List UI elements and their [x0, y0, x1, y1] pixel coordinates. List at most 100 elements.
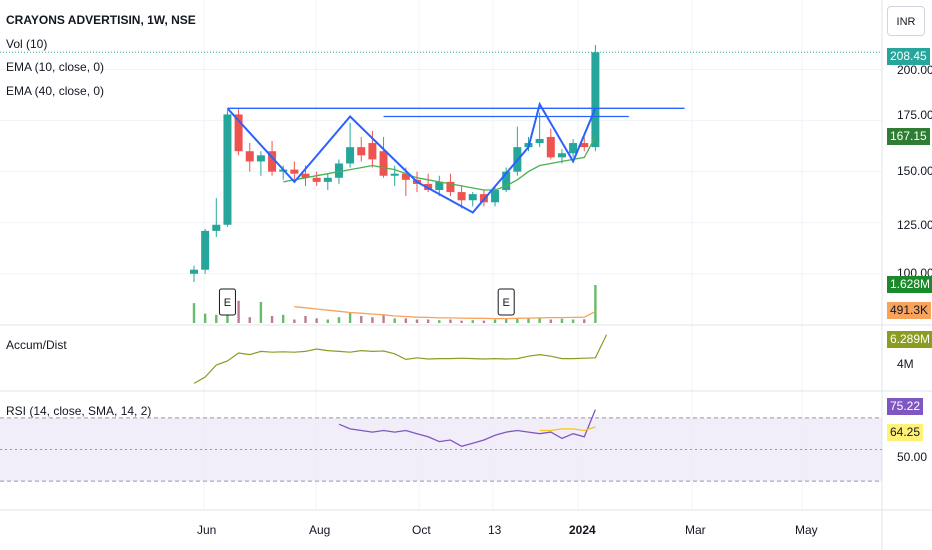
volume-bar	[482, 320, 486, 323]
volume-bar	[203, 313, 207, 323]
candle-body	[223, 114, 232, 225]
rsi-value-tag: 75.22	[887, 398, 924, 415]
candle-body	[301, 173, 310, 178]
candle-body	[446, 181, 455, 193]
candle-body	[323, 177, 332, 182]
candle-body	[290, 169, 299, 174]
volume-bar	[415, 319, 419, 323]
indicator-lines	[193, 136, 608, 447]
volume-bar	[237, 300, 240, 323]
volume-bar	[382, 314, 385, 323]
volume-bar	[192, 303, 196, 323]
price-tick-label: 150.00	[897, 164, 932, 178]
volume-bar	[259, 301, 263, 323]
candle-body	[569, 143, 578, 154]
earnings-marker: E	[497, 288, 515, 316]
time-tick-label: Oct	[412, 523, 431, 537]
candle-body	[435, 181, 444, 191]
ema10-line	[283, 136, 596, 191]
volume-bar	[282, 314, 285, 323]
volume-bar	[348, 312, 352, 323]
accdist-indicator-label[interactable]: Accum/Dist	[6, 338, 67, 352]
symbol-title[interactable]: CRAYONS ADVERTISIN, 1W, NSE	[6, 13, 196, 27]
volume-bar	[493, 319, 497, 323]
candle-body	[334, 163, 343, 178]
volume-bar	[293, 319, 296, 323]
volume-bar	[215, 314, 218, 323]
volume-bar	[538, 318, 541, 323]
earnings-marker-label: E	[224, 297, 231, 309]
volume-bar	[360, 315, 363, 323]
candle-body	[491, 190, 500, 203]
candle-body	[346, 147, 355, 164]
candle-body	[546, 136, 555, 158]
rsi-ma-value-tag: 64.25	[887, 424, 924, 441]
volume-bar	[438, 320, 441, 323]
candle-body	[401, 173, 410, 180]
candle-body	[390, 173, 399, 176]
rsi-indicator-label[interactable]: RSI (14, close, SMA, 14, 2)	[6, 404, 152, 418]
candle-body	[357, 147, 366, 156]
rsi-tick-label: 50.00	[897, 450, 928, 464]
time-tick-label: Jun	[197, 523, 217, 537]
ema10-indicator-label[interactable]: EMA (10, close, 0)	[6, 60, 105, 74]
volume-ma-line	[294, 306, 596, 320]
candle-body	[312, 177, 321, 182]
candle-body	[468, 194, 477, 201]
volume-bar	[471, 320, 474, 323]
rsi-ma-line	[539, 426, 596, 432]
volume-bar	[527, 317, 530, 323]
candle-body	[379, 151, 388, 176]
earnings-marker-box	[218, 288, 236, 316]
volume-bar	[337, 317, 341, 323]
rsi-line	[338, 409, 597, 447]
volume-bar	[571, 319, 575, 323]
candle-body	[457, 192, 466, 201]
candle-body	[591, 52, 600, 148]
earnings-marker-box	[497, 288, 515, 316]
time-tick-label: Mar	[685, 523, 706, 537]
volume-bar	[315, 318, 318, 323]
volume-bar	[326, 319, 329, 323]
volume-bar	[404, 318, 408, 323]
earnings-marker: E	[218, 288, 236, 316]
candle-body	[535, 138, 544, 144]
volume-bar	[516, 318, 519, 323]
candle-body	[580, 143, 589, 148]
price-tick-label: 200.00	[897, 63, 932, 77]
volume-bar	[505, 318, 508, 323]
candle-body	[212, 224, 221, 231]
accdist-tick-label: 4M	[897, 357, 914, 371]
candle-body	[234, 114, 243, 152]
volume-bar	[449, 319, 452, 323]
candle-body	[256, 155, 265, 162]
volume-ma-value-tag: 491.3K	[887, 302, 932, 319]
volume-bar	[248, 317, 251, 323]
ema10-value-tag: 167.15	[887, 128, 930, 145]
volume-bar	[460, 320, 463, 323]
candle-body	[245, 151, 254, 162]
time-tick-label: 13	[488, 523, 502, 537]
volume-bar	[583, 319, 586, 323]
volume-bar	[549, 319, 552, 323]
earnings-marker-label: E	[503, 297, 510, 309]
candle-body	[201, 230, 210, 270]
volume-indicator-label[interactable]: Vol (10)	[6, 37, 48, 51]
candle-body	[502, 171, 511, 191]
time-tick-label: May	[795, 523, 818, 537]
pattern-zigzag-line	[226, 101, 597, 214]
ema40-indicator-label[interactable]: EMA (40, close, 0)	[6, 84, 105, 98]
candles	[190, 45, 600, 282]
currency-button[interactable]: INR	[887, 6, 925, 36]
volume-bars	[192, 285, 597, 323]
time-tick-label-year: 2024	[569, 523, 596, 537]
volume-bar	[371, 317, 374, 323]
volume-bar	[594, 285, 597, 323]
volume-bar	[393, 318, 396, 323]
last-price-tag: 208.45	[887, 48, 930, 65]
price-tick-label: 175.00	[897, 108, 932, 122]
candle-body	[557, 153, 566, 158]
